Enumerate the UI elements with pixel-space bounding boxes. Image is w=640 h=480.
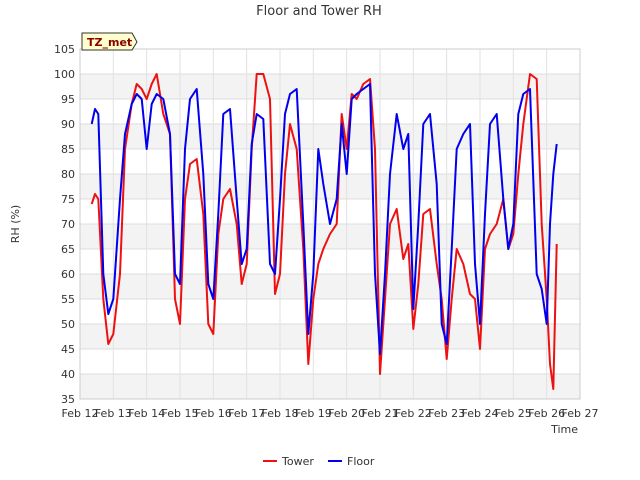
legend-label-tower: Tower (281, 455, 314, 468)
band (80, 49, 580, 74)
x-tick-label: Feb 14 (128, 407, 165, 420)
y-tick-label: 55 (61, 293, 75, 306)
y-tick-label: 70 (61, 218, 75, 231)
band (80, 124, 580, 149)
x-tick-label: Feb 19 (295, 407, 332, 420)
band (80, 249, 580, 274)
band (80, 299, 580, 324)
x-tick-label: Feb 25 (495, 407, 532, 420)
x-tick-label: Feb 27 (562, 407, 599, 420)
x-tick-label: Feb 23 (428, 407, 465, 420)
series-line-floor (90, 83, 558, 355)
y-ticks: 35 40 45 50 55 60 65 70 75 80 85 90 95 100 105 (54, 43, 75, 406)
x-tick-label: Feb 18 (262, 407, 299, 420)
band (80, 324, 580, 349)
y-tick-label: 95 (61, 93, 75, 106)
x-tick-label: Feb 15 (162, 407, 199, 420)
y-axis-label: RH (%) (9, 205, 22, 243)
x-tick-label: Feb 16 (195, 407, 232, 420)
x-axis-label: Time (550, 423, 578, 436)
y-tick-label: 90 (61, 118, 75, 131)
legend: Tower Floor (263, 455, 375, 468)
y-tick-label: 50 (61, 318, 75, 331)
x-tick-label: Feb 21 (362, 407, 399, 420)
band (80, 274, 580, 299)
x-tick-label: Feb 12 (62, 407, 99, 420)
band (80, 349, 580, 374)
x-tick-label: Feb 17 (228, 407, 265, 420)
band (80, 224, 580, 249)
x-tick-label: Feb 13 (95, 407, 132, 420)
y-tick-label: 45 (61, 343, 75, 356)
tz-badge: TZ_met (81, 32, 138, 51)
legend-label-floor: Floor (347, 455, 375, 468)
y-tick-label: 100 (54, 68, 75, 81)
chart-title: Floor and Tower RH (256, 4, 382, 19)
x-tick-label: Feb 22 (395, 407, 432, 420)
band (80, 149, 580, 174)
y-tick-label: 105 (54, 43, 75, 56)
y-tick-label: 65 (61, 243, 75, 256)
y-tick-label: 75 (61, 193, 75, 206)
x-tick-label: Feb 20 (328, 407, 365, 420)
y-tick-label: 85 (61, 143, 75, 156)
y-tick-label: 40 (61, 368, 75, 381)
band (80, 374, 580, 399)
y-tick-label: 80 (61, 168, 75, 181)
badge-label: TZ_met (87, 36, 132, 49)
x-tick-label: Feb 26 (528, 407, 565, 420)
series-lines (90, 73, 558, 390)
band (80, 99, 580, 124)
y-tick-label: 60 (61, 268, 75, 281)
series-line-tower (90, 73, 558, 390)
band (80, 174, 580, 199)
band (80, 74, 580, 99)
plot-frame (79, 48, 581, 400)
x-tick-label: Feb 24 (462, 407, 499, 420)
y-tick-label: 35 (61, 393, 75, 406)
